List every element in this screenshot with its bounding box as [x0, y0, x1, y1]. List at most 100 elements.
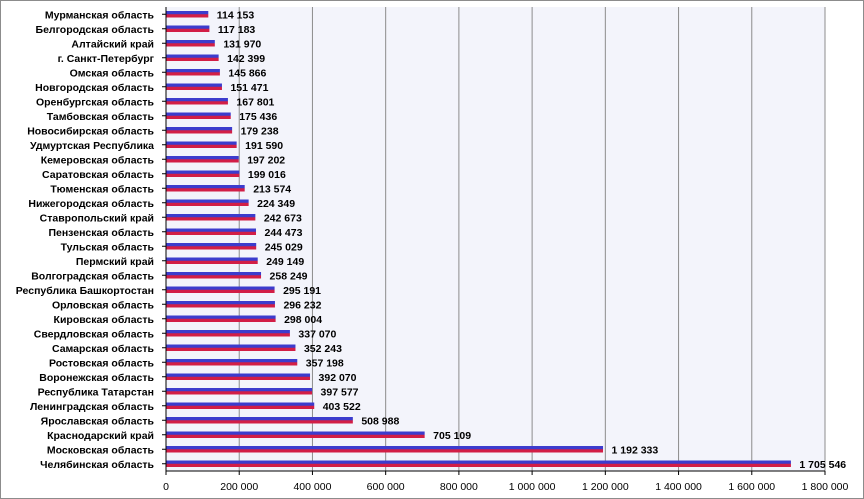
x-tick-label: 600 000	[367, 481, 405, 493]
category-label: Кировская область	[54, 314, 155, 326]
category-label: Челябинская область	[40, 459, 154, 471]
x-tick-label: 1 800 000	[802, 481, 849, 493]
category-label: Ярославская область	[41, 415, 155, 427]
gridlines	[238, 7, 826, 471]
bar	[166, 127, 233, 134]
bar	[166, 40, 215, 47]
bar	[166, 388, 313, 395]
category-label: Удмуртская Республика	[30, 140, 154, 152]
x-tick-label: 1 600 000	[728, 481, 775, 493]
bar	[166, 214, 256, 221]
value-label: 258 249	[270, 270, 308, 282]
value-label: 179 238	[241, 125, 279, 137]
category-label: Тамбовская область	[47, 111, 155, 123]
bar	[166, 243, 257, 250]
x-tick-label: 800 000	[440, 481, 478, 493]
value-label: 245 029	[265, 241, 303, 253]
value-label: 1 705 546	[799, 459, 846, 471]
category-label: Ставропольский край	[40, 212, 154, 224]
value-label: 242 673	[264, 212, 302, 224]
category-label: Волгоградская область	[31, 270, 154, 282]
bar	[166, 170, 240, 177]
category-label: Новосибирская область	[27, 125, 154, 137]
value-label: 213 574	[253, 183, 291, 195]
bar	[166, 272, 262, 279]
value-label: 295 191	[283, 285, 321, 297]
category-label: Белгородская область	[36, 24, 155, 36]
value-label: 244 473	[265, 227, 303, 239]
bar	[166, 54, 219, 61]
bars	[166, 11, 791, 467]
bar	[166, 185, 245, 192]
bar	[166, 69, 220, 76]
category-label: Свердловская область	[34, 328, 155, 340]
value-label: 167 801	[236, 96, 274, 108]
value-label: 145 866	[228, 67, 266, 79]
category-label: Ленинградская область	[30, 401, 155, 413]
bar	[166, 83, 222, 90]
bar	[166, 301, 275, 308]
category-label: Пензенская область	[48, 227, 154, 239]
category-label: Самарская область	[52, 343, 155, 355]
bar	[166, 98, 228, 105]
value-label: 142 399	[227, 53, 265, 65]
category-label: Орловская область	[52, 299, 155, 311]
value-label: 191 590	[245, 140, 283, 152]
category-label: Тульская область	[61, 241, 155, 253]
value-label: 352 243	[304, 343, 342, 355]
value-label: 357 198	[306, 357, 344, 369]
bar	[166, 402, 315, 409]
bar	[166, 156, 239, 163]
value-label: 151 471	[230, 82, 268, 94]
x-tick-label: 400 000	[293, 481, 331, 493]
value-label: 1 192 333	[612, 444, 659, 456]
category-label: г. Санкт-Петербург	[58, 53, 155, 65]
bar	[166, 112, 231, 119]
value-label: 249 149	[266, 256, 304, 268]
bar	[166, 286, 275, 293]
bar	[166, 344, 296, 351]
category-label: Пермский край	[76, 256, 154, 268]
value-label: 392 070	[319, 372, 357, 384]
x-tick-label: 200 000	[220, 481, 258, 493]
category-label: Новгородская область	[35, 82, 154, 94]
value-label: 298 004	[284, 314, 322, 326]
value-label: 117 183	[218, 24, 256, 36]
value-label: 131 970	[223, 38, 261, 50]
bar	[166, 460, 791, 467]
x-tick-label: 1 000 000	[509, 481, 556, 493]
bar	[166, 431, 425, 438]
bar	[166, 257, 258, 264]
category-label: Московская область	[47, 444, 155, 456]
bar	[166, 446, 604, 453]
labels: Мурманская область 114 153 Белгородская об…	[16, 9, 847, 471]
category-label: Саратовская область	[42, 169, 155, 181]
value-label: 397 577	[321, 386, 359, 398]
bar	[166, 417, 353, 424]
value-label: 403 522	[323, 401, 361, 413]
category-label: Омская область	[70, 67, 155, 79]
x-tick-label: 0	[163, 481, 169, 493]
value-label: 175 436	[239, 111, 277, 123]
value-label: 197 202	[247, 154, 285, 166]
value-label: 199 016	[248, 169, 286, 181]
category-label: Ростовская область	[49, 357, 155, 369]
bar	[166, 315, 276, 322]
value-label: 508 988	[361, 415, 399, 427]
bar	[166, 373, 311, 380]
bar	[166, 11, 209, 18]
bar	[166, 228, 257, 235]
category-label: Алтайский край	[71, 38, 154, 50]
category-label: Воронежская область	[39, 372, 154, 384]
category-label: Мурманская область	[45, 9, 155, 21]
bar	[166, 330, 290, 337]
x-tick-label: 1 200 000	[582, 481, 629, 493]
category-label: Республика Татарстан	[38, 386, 154, 398]
category-label: Оренбургская область	[36, 96, 155, 108]
bar	[166, 199, 249, 206]
value-label: 296 232	[283, 299, 321, 311]
value-label: 337 070	[298, 328, 336, 340]
category-label: Краснодарский край	[47, 430, 154, 442]
